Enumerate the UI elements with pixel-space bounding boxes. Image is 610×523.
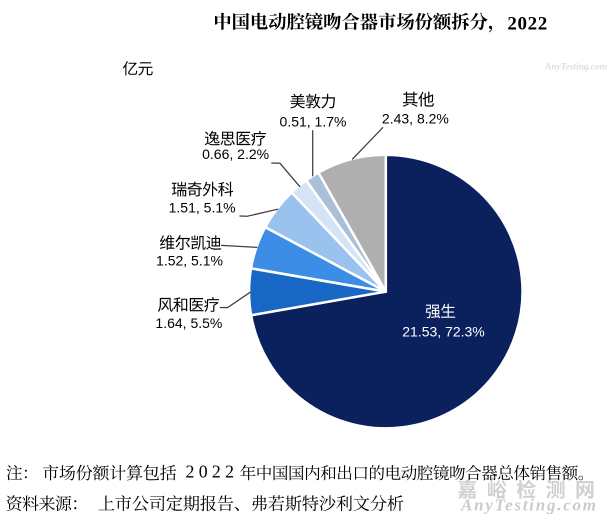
svg-text:1.52, 5.1%: 1.52, 5.1%	[156, 253, 223, 269]
svg-text:2022: 2022	[186, 462, 239, 482]
svg-text:AnyTesting.com: AnyTesting.com	[544, 63, 607, 73]
svg-text:1.64, 5.5%: 1.64, 5.5%	[155, 315, 222, 331]
svg-text:2.43, 8.2%: 2.43, 8.2%	[382, 110, 449, 126]
svg-text:21.53, 72.3%: 21.53, 72.3%	[402, 324, 485, 340]
svg-text:2022: 2022	[507, 13, 547, 34]
svg-text:1.51, 5.1%: 1.51, 5.1%	[169, 200, 236, 216]
svg-text:0.51, 1.7%: 0.51, 1.7%	[280, 114, 347, 130]
svg-text:0.66, 2.2%: 0.66, 2.2%	[202, 146, 269, 162]
